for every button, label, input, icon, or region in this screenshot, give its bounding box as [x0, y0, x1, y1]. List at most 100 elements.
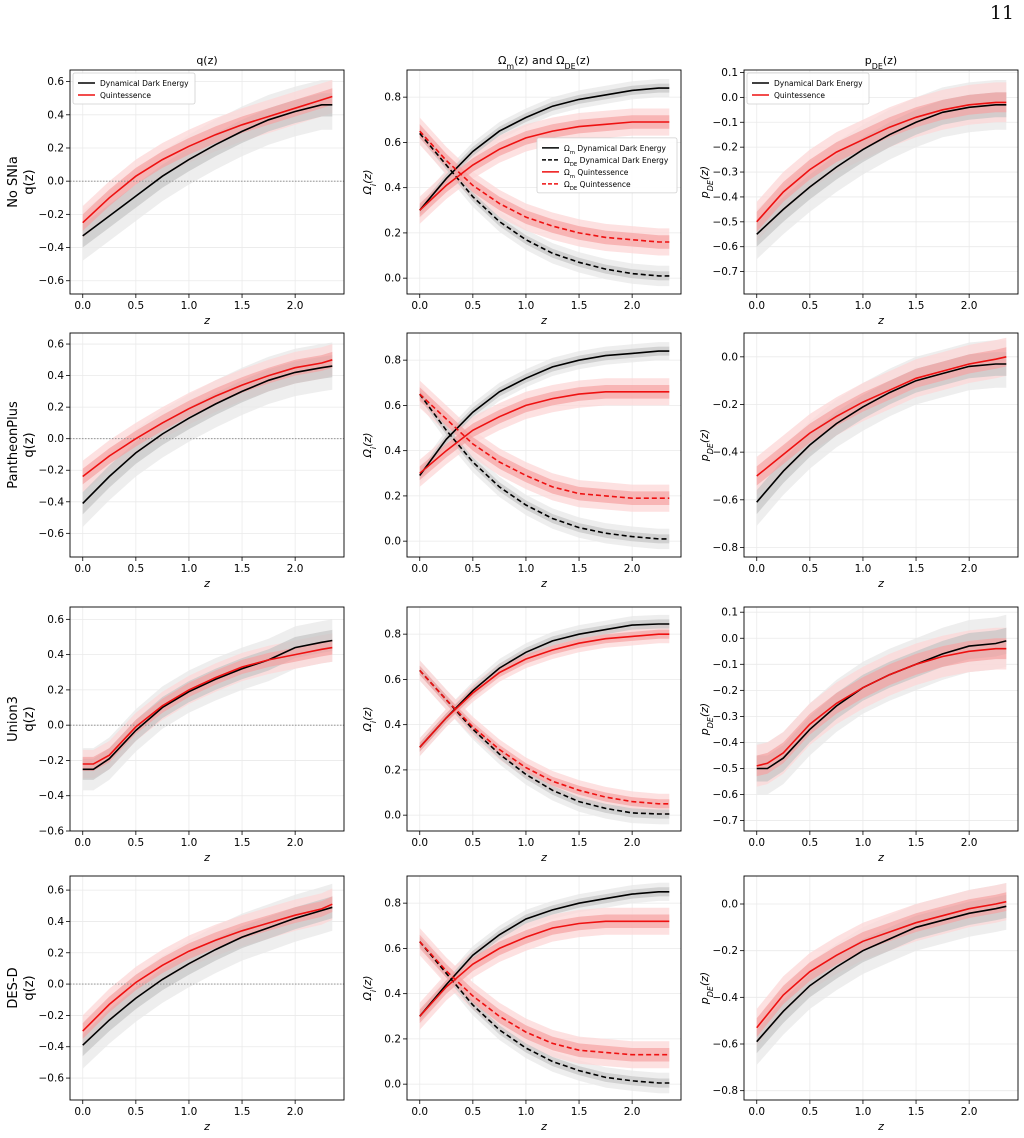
- y-tick-label: 0.6: [47, 885, 64, 897]
- band-inner: [419, 346, 670, 481]
- series-line: [419, 87, 670, 211]
- x-tick-label: 1.5: [234, 563, 251, 575]
- series-line: [756, 647, 1007, 767]
- x-tick-label: 0.0: [748, 1106, 765, 1118]
- y-tick-label: 0.0: [721, 633, 738, 645]
- y-axis-label: Ωi(z): [361, 433, 378, 459]
- panel-union3-p: 0.0 0.5 1.0 1.5 2.0 −0.7 −0.6 −0.5 −0.4 −0.3 −0.2 −…: [698, 606, 1019, 864]
- band-inner: [82, 88, 333, 231]
- band-inner: [82, 896, 333, 1057]
- legend-label: ΩDE Quintessence: [564, 180, 631, 192]
- plot-area: [756, 883, 1007, 1065]
- plot-area: [70, 619, 344, 791]
- y-axis-label: Ωi(z): [361, 976, 378, 1002]
- axes-frame: [406, 69, 682, 295]
- y-tick-label: −0.8: [713, 542, 739, 554]
- legend-label: Quintessence: [100, 91, 151, 100]
- x-tick-label: 1.5: [571, 563, 588, 575]
- y-tick-label: 0.6: [47, 76, 64, 88]
- y-tick-label: 0.0: [47, 979, 64, 991]
- plot-area: [756, 80, 1007, 260]
- x-axis-label: z: [203, 314, 210, 327]
- panel-pantheon-q: 0.0 0.5 1.0 1.5 2.0 −0.6 −0.4 −0.2 0.0 0.2 0.4 0.6 z…: [22, 332, 345, 590]
- y-tick-label: 0.6: [384, 400, 401, 412]
- band-inner: [419, 387, 670, 505]
- x-tick-label: 0.5: [127, 563, 144, 575]
- series-line: [419, 121, 670, 211]
- panel-desd-omega: 0.0 0.5 1.0 1.5 2.0 0.0 0.2 0.4 0.6 0.8 z Ωi(z): [361, 875, 682, 1133]
- series-line: [82, 903, 333, 1032]
- series-line: [419, 391, 670, 474]
- x-tick-label: 1.5: [234, 837, 251, 849]
- y-axis-label: q(z): [22, 169, 37, 194]
- x-tick-label: 0.0: [411, 563, 428, 575]
- y-tick-label: −0.5: [713, 763, 739, 775]
- y-tick-label: 0.0: [721, 899, 738, 911]
- x-tick-label: 0.5: [464, 300, 481, 312]
- x-tick-label: 1.0: [518, 563, 535, 575]
- band-inner: [419, 115, 670, 218]
- x-tick-label: 0.5: [801, 563, 818, 575]
- y-tick-label: −0.4: [39, 242, 65, 254]
- band-inner: [82, 640, 333, 771]
- series-line: [419, 669, 670, 815]
- y-tick-label: 0.0: [384, 1079, 401, 1091]
- series-line: [419, 941, 670, 1056]
- y-tick-label: 0.4: [47, 916, 64, 928]
- band-outer: [419, 108, 670, 224]
- x-tick-label: 2.0: [287, 837, 304, 849]
- x-tick-label: 0.5: [801, 837, 818, 849]
- x-axis-label: z: [877, 314, 884, 327]
- plot-area: [756, 614, 1007, 795]
- x-tick-label: 2.0: [287, 563, 304, 575]
- series-line: [82, 365, 333, 504]
- band-outer: [756, 627, 1007, 787]
- x-tick-label: 1.5: [234, 1106, 251, 1118]
- x-tick-label: 0.5: [464, 1106, 481, 1118]
- x-tick-label: 0.0: [411, 1106, 428, 1118]
- series-line: [756, 905, 1007, 1043]
- y-tick-label: −0.2: [713, 142, 739, 154]
- y-tick-label: −0.1: [713, 659, 739, 671]
- y-tick-label: 0.2: [47, 142, 64, 154]
- y-axis-label: q(z): [22, 706, 37, 731]
- y-tick-label: 0.6: [384, 674, 401, 686]
- y-tick-label: −0.7: [713, 266, 739, 278]
- y-tick-label: 0.2: [384, 764, 401, 776]
- x-tick-label: 2.0: [287, 300, 304, 312]
- x-tick-label: 1.0: [855, 300, 872, 312]
- y-tick-label: 0.4: [47, 649, 64, 661]
- series-line: [756, 104, 1007, 235]
- x-axis-label: z: [203, 577, 210, 590]
- x-tick-label: 0.0: [74, 300, 91, 312]
- y-tick-label: 0.8: [384, 92, 401, 104]
- page-number: 11: [989, 2, 1014, 24]
- x-axis-label: z: [540, 577, 547, 590]
- y-tick-label: 0.6: [384, 943, 401, 955]
- y-tick-label: 0.2: [47, 402, 64, 414]
- x-tick-label: 0.0: [411, 300, 428, 312]
- y-tick-label: 0.0: [384, 536, 401, 548]
- series-line: [419, 132, 670, 277]
- plot-area: [419, 882, 670, 1094]
- series-line: [82, 646, 333, 765]
- series-line: [756, 900, 1007, 1029]
- x-tick-label: 0.0: [748, 563, 765, 575]
- band-inner: [82, 896, 333, 1039]
- y-tick-label: 0.6: [47, 339, 64, 351]
- x-tick-label: 2.0: [624, 300, 641, 312]
- x-axis-label: z: [540, 851, 547, 864]
- axes-frame: [69, 332, 345, 558]
- x-tick-label: 0.0: [74, 1106, 91, 1118]
- series-line: [419, 891, 670, 1017]
- row-label-4: DES-D: [6, 967, 21, 1008]
- series-line: [756, 356, 1007, 477]
- series-line: [82, 104, 333, 237]
- y-axis-label: Ωi(z): [361, 707, 378, 733]
- series-line: [419, 393, 670, 499]
- band-inner: [419, 665, 670, 809]
- x-tick-label: 1.5: [571, 837, 588, 849]
- legend-box: [536, 137, 678, 194]
- plot-area: [70, 883, 344, 1069]
